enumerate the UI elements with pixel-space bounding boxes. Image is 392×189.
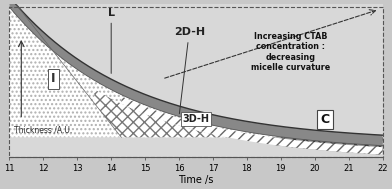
- Text: Increasing CTAB
concentration :
decreasing
micelle curvature: Increasing CTAB concentration : decreasi…: [251, 32, 330, 72]
- Text: C: C: [320, 113, 329, 126]
- Text: L: L: [108, 8, 115, 73]
- Text: 3D-H: 3D-H: [183, 114, 209, 124]
- Text: 2D-H: 2D-H: [174, 27, 205, 114]
- Text: I: I: [51, 73, 56, 85]
- Text: Thickness /A.U.: Thickness /A.U.: [14, 125, 73, 134]
- X-axis label: Time /s: Time /s: [178, 175, 214, 185]
